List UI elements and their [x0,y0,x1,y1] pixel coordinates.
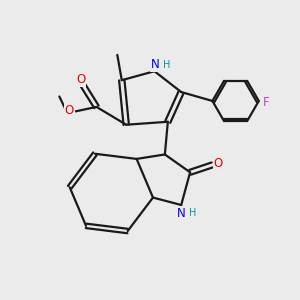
Text: O: O [214,157,223,170]
Text: N: N [151,58,159,71]
Text: F: F [263,96,269,109]
Text: O: O [76,73,86,86]
Text: H: H [189,208,196,218]
Text: H: H [163,60,171,70]
Text: N: N [177,207,186,220]
Text: O: O [64,104,74,117]
